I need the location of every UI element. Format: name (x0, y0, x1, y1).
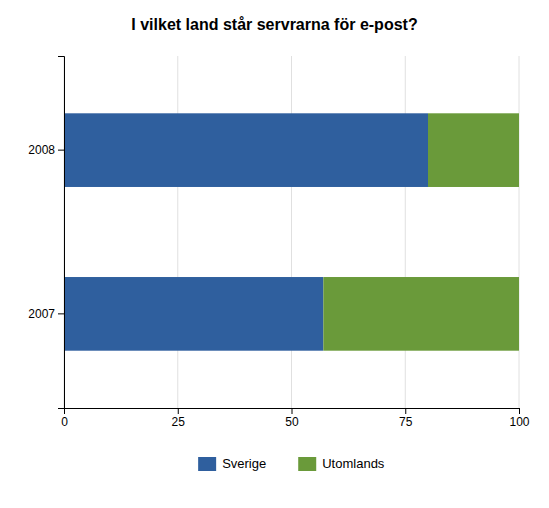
grid (64, 56, 519, 408)
legend-item: Utomlands (298, 456, 385, 471)
series-1 (323, 113, 519, 350)
x-axis: 0 25 50 75 100 (61, 408, 530, 429)
legend-label: Sverige (222, 456, 266, 471)
legend-swatch (298, 457, 316, 471)
legend: Sverige Utomlands (198, 456, 385, 471)
legend-swatch (198, 457, 216, 471)
x-tick: 0 (61, 408, 68, 429)
x-tick: 100 (509, 408, 529, 429)
grid-line (405, 56, 406, 408)
grid-line (177, 56, 178, 408)
grid-line (519, 56, 520, 408)
y-tick-label: 2007 (28, 307, 55, 321)
y-tick: 2007 (28, 307, 64, 321)
y-tick: 2008 (28, 143, 64, 157)
bar (64, 277, 323, 351)
x-tick-label: 0 (61, 415, 68, 429)
legend-item: Sverige (198, 456, 266, 471)
chart-svg: I vilket land står servrarna för e-post?… (0, 0, 549, 508)
bars (64, 113, 519, 350)
y-axis: 2008 2007 (28, 57, 64, 409)
x-tick: 50 (285, 408, 299, 429)
x-tick-label: 50 (285, 415, 299, 429)
plot-area: 0 25 50 75 100 2008 2007 (28, 56, 530, 429)
title: I vilket land står servrarna för e-post? (131, 16, 417, 33)
x-tick: 25 (172, 408, 186, 429)
y-axis-line (58, 57, 65, 409)
bar (428, 113, 519, 187)
legend-label: Utomlands (322, 456, 385, 471)
y-tick-mark (58, 313, 64, 314)
bar (64, 113, 428, 187)
x-tick: 75 (399, 408, 413, 429)
chart-container: I vilket land står servrarna för e-post?… (0, 0, 549, 508)
x-tick-label: 100 (509, 415, 529, 429)
x-tick-mark (292, 408, 293, 414)
x-tick-label: 25 (172, 415, 186, 429)
grid-line (291, 56, 292, 408)
bar (323, 277, 519, 351)
y-tick-mark (58, 150, 64, 151)
x-tick-label: 75 (399, 415, 413, 429)
x-tick-mark (405, 408, 406, 414)
x-axis-line (65, 409, 520, 415)
y-tick-label: 2008 (28, 143, 55, 157)
x-tick-mark (178, 408, 179, 414)
x-tick-mark (519, 408, 520, 414)
